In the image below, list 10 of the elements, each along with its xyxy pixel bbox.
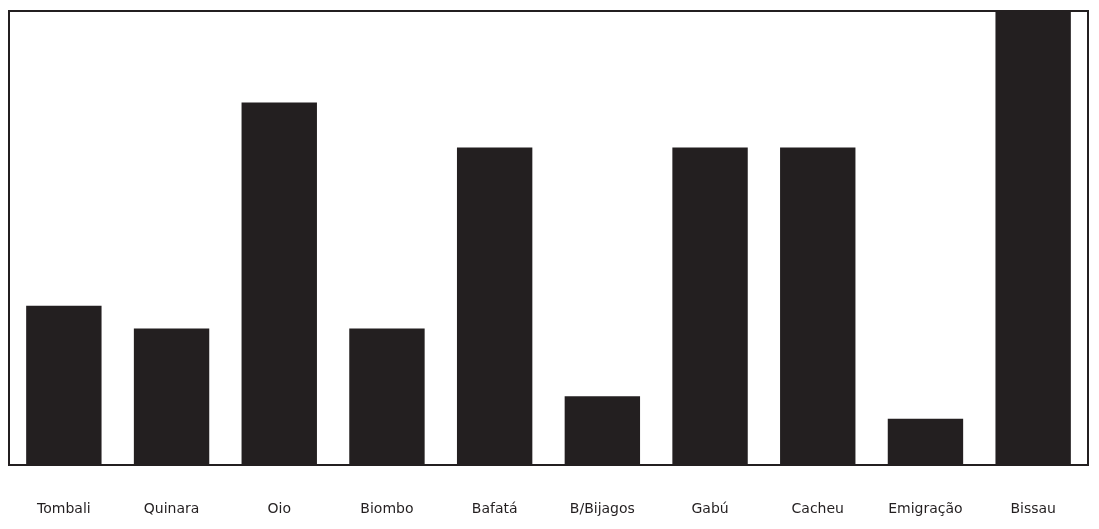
x-tick-label: Biombo [360,499,414,516]
x-tick-label: Tombali [36,499,91,516]
x-tick-label: B/Bijagos [569,499,635,516]
x-tick-label: Emigração [888,499,963,516]
x-tick-label: Gabú [691,499,729,516]
x-tick-label: Quinara [143,499,200,516]
x-tick-label: Cacheu [791,499,844,516]
x-tick-label: Bissau [1010,499,1056,516]
x-tick-label: Oio [267,499,291,516]
x-tick-label: Bafatá [471,499,518,516]
